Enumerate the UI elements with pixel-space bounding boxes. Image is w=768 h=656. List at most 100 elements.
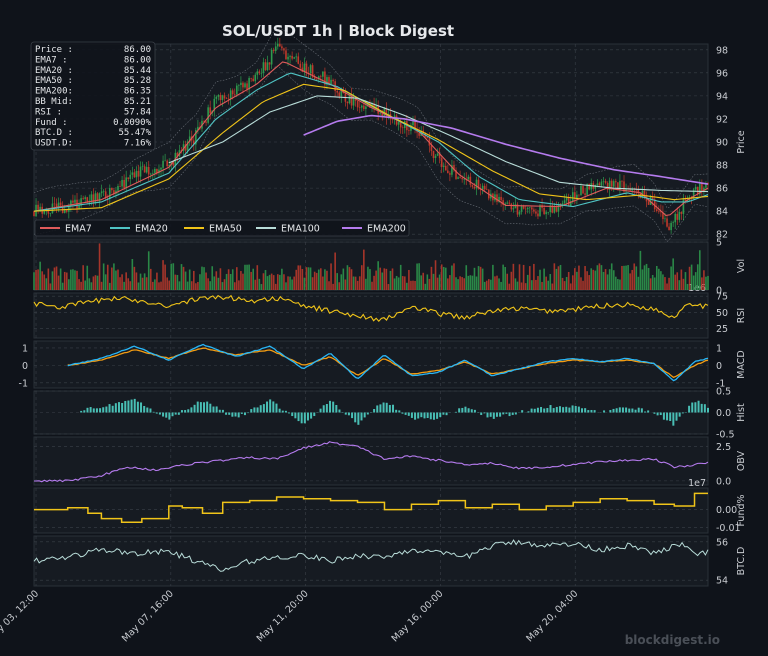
candle-body <box>82 198 84 199</box>
candle-body <box>320 76 322 77</box>
funding-step-line <box>34 492 708 523</box>
volume-bar <box>121 274 123 290</box>
volume-bar <box>305 267 308 290</box>
volume-bar <box>295 269 298 290</box>
candle-body <box>39 206 41 210</box>
volume-bar <box>172 263 175 290</box>
info-value: 0.0090% <box>113 118 152 128</box>
volume-bar <box>291 279 293 290</box>
hist-bar <box>385 402 388 413</box>
hist-bar <box>313 412 316 417</box>
candle-body <box>535 211 537 214</box>
hist-bar <box>152 411 155 413</box>
obv-multiplier: 1e7 <box>688 478 706 489</box>
candle-body <box>418 132 420 136</box>
hist-bar <box>162 412 165 417</box>
hist-bar <box>111 405 114 413</box>
hist-bar <box>511 412 514 415</box>
hist-bar <box>593 410 596 413</box>
candle-body <box>438 153 441 159</box>
hist-bar <box>253 407 256 413</box>
volume-bar <box>244 264 246 290</box>
volume-bar <box>555 268 558 290</box>
candle-body <box>340 90 343 97</box>
hist-bar <box>621 407 624 413</box>
candle-body <box>328 77 330 85</box>
obv-line <box>33 441 709 483</box>
macd-left-tick-label: 0 <box>22 361 28 372</box>
candle-body <box>78 205 80 209</box>
hist-bar <box>640 408 643 413</box>
candle-body <box>289 55 291 57</box>
hist-bar <box>558 406 561 413</box>
candle-body <box>391 118 394 120</box>
info-label: Fund : <box>35 118 68 128</box>
candle-body <box>315 79 318 80</box>
macd-tick-label: 1 <box>716 343 722 354</box>
volume-bar <box>127 278 130 290</box>
candle-body <box>447 170 449 174</box>
candle-body <box>299 63 302 68</box>
volume-bar <box>467 275 470 290</box>
hist-bar <box>514 412 517 415</box>
candle-body <box>653 199 656 210</box>
volume-bar <box>330 263 332 290</box>
volume-bar <box>465 265 468 290</box>
hist-bar <box>240 412 243 414</box>
obv-tick-label: 0.0 <box>716 476 731 487</box>
volume-bar <box>582 280 584 290</box>
hist-bar <box>184 410 187 413</box>
volume-bar <box>270 273 273 290</box>
volume-bar <box>315 272 318 290</box>
volume-bar <box>180 264 183 290</box>
candle-body <box>303 63 306 72</box>
volume-bar <box>92 276 95 290</box>
candle-body <box>561 203 564 206</box>
info-label: EMA7 : <box>35 55 68 65</box>
hist-bar <box>329 400 332 413</box>
candle-body <box>209 107 211 114</box>
hist-bar <box>114 403 117 413</box>
candle-body <box>74 199 76 203</box>
candle-body <box>699 183 701 195</box>
price-tick-label: 94 <box>716 91 728 102</box>
candle-body <box>502 200 504 206</box>
price-tick-label: 88 <box>716 161 728 172</box>
candle-body <box>53 203 56 205</box>
candle-body <box>176 152 179 157</box>
funding-tick-label: 0.00 <box>716 505 737 516</box>
candle-body <box>72 200 74 203</box>
volume-bar <box>631 269 634 290</box>
volume-bar <box>649 278 652 290</box>
hist-bar <box>140 402 143 413</box>
volume-bar <box>238 280 240 290</box>
volume-bar <box>289 276 291 290</box>
candle-body <box>373 103 375 109</box>
candle-body <box>293 57 295 59</box>
volume-bar <box>358 276 361 290</box>
candle-body <box>92 194 95 203</box>
candle-body <box>436 153 439 156</box>
volume-bar <box>705 276 707 290</box>
hist-bar <box>634 409 637 413</box>
volume-bar <box>594 270 597 290</box>
volume-bar <box>520 282 523 290</box>
volume-bar <box>580 277 582 290</box>
hist-bar <box>656 412 659 416</box>
candle-body <box>172 162 175 166</box>
volume-bar <box>422 272 425 290</box>
volume-bar <box>567 271 570 290</box>
volume-bar <box>149 268 152 290</box>
candle-body <box>244 83 246 88</box>
candle-body <box>651 196 654 200</box>
volume-bar <box>424 283 427 290</box>
hist-bar <box>187 409 190 413</box>
candle-body <box>297 56 300 64</box>
candle-body <box>668 226 670 231</box>
legend-frame <box>34 219 410 237</box>
hist-bar <box>294 412 297 419</box>
volume-bar <box>49 283 52 290</box>
hist-bar <box>124 400 127 413</box>
candle-body <box>467 176 470 180</box>
hist-bar <box>392 404 395 413</box>
